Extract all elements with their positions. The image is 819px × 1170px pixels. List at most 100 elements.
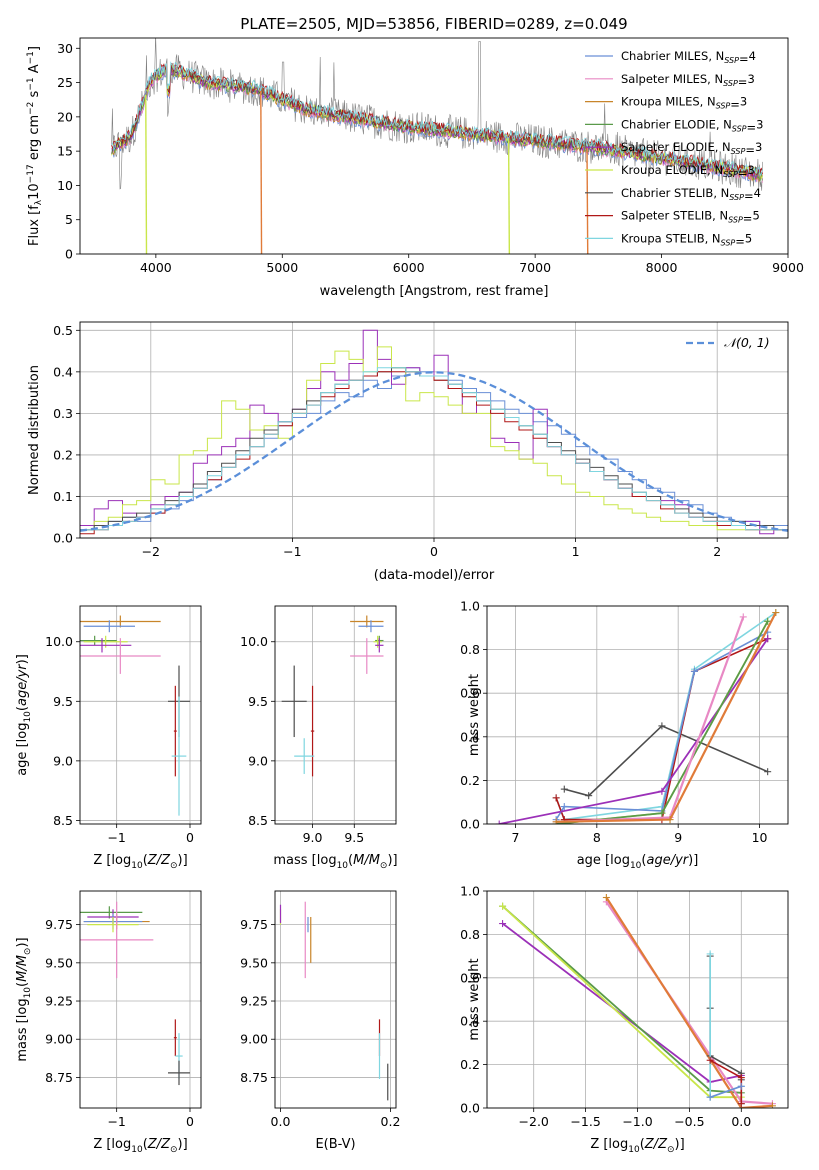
x-tick-label: 0 [186, 830, 194, 845]
y-tick-label: 9.5 [248, 694, 268, 709]
y-tick-label: 8.5 [248, 813, 268, 828]
y-axis-label: mass weight [467, 958, 482, 1040]
y-tick-label: 25 [57, 75, 73, 90]
y-tick-label: 0 [65, 247, 73, 262]
x-tick-label: 6000 [393, 260, 425, 275]
x-tick-label: 0.0 [731, 1114, 751, 1129]
x-tick-label: −2.0 [519, 1114, 549, 1129]
x-tick-label: 0.0 [271, 1114, 291, 1129]
y-tick-label: 0.4 [460, 729, 480, 744]
legend-label: 𝒩(0, 1) [724, 335, 770, 350]
legend-nssp: 3 [747, 163, 754, 177]
axes-frame [274, 890, 397, 1109]
model-spectrum-line [111, 63, 763, 177]
y-axis-label: Flux [fλ10−17 erg cm−2 s−1 A−1] [26, 46, 44, 246]
axes-frame [486, 605, 789, 825]
axes-frame [486, 890, 789, 1109]
legend-nssp: 3 [756, 117, 763, 131]
y-tick-label: 9.00 [240, 1032, 268, 1047]
legend-nssp: 3 [747, 72, 754, 86]
weight-line [564, 724, 769, 797]
x-tick-label: −1 [107, 1114, 125, 1129]
legend-nssp: 4 [749, 49, 756, 63]
y-tick-label: 8.5 [53, 813, 73, 828]
legend-label: Salpeter ELODIE, NSSP=3 [621, 140, 762, 157]
y-tick-label: 0.0 [53, 531, 73, 546]
y-axis-label: mass [log10(M/M⊙)] [15, 937, 33, 1061]
y-tick-label: 5 [65, 212, 73, 227]
y-tick-label: 0.6 [460, 970, 480, 985]
axes-frame [79, 890, 202, 1109]
weight-line [502, 922, 742, 1083]
weight-line [499, 638, 769, 824]
axes-frame [274, 605, 397, 825]
x-tick-label: 8000 [646, 260, 678, 275]
y-tick-label: 9.75 [45, 917, 73, 932]
weight-line [501, 905, 742, 1099]
x-tick-label: 0 [186, 1114, 194, 1129]
x-tick-label: 9.0 [303, 830, 323, 845]
model-spectrum-line [111, 61, 763, 177]
legend-label: Chabrier MILES, NSSP=4 [621, 49, 756, 66]
x-tick-label: −1.0 [622, 1114, 652, 1129]
x-tick-label: 7000 [519, 260, 551, 275]
y-tick-label: 9.0 [53, 753, 73, 768]
x-tick-label: 0.2 [381, 1114, 401, 1129]
age-vs-mass-axes: 9.0 9.5 8.5 9.0 9.5 10.0 mass [log10(M/M⊙)] [240, 605, 398, 871]
axes-frame [79, 605, 202, 825]
legend-label: Salpeter STELIB, NSSP=5 [621, 209, 760, 226]
y-tick-label: 0.1 [53, 489, 73, 504]
mass-vs-Z-plot-area [80, 901, 190, 1086]
y-tick-label: 9.5 [53, 694, 73, 709]
y-tick-label: 0.8 [460, 927, 480, 942]
y-tick-label: 8.75 [45, 1070, 73, 1085]
y-axis-label: age [log10(age/yr)] [15, 654, 33, 776]
y-tick-label: 15 [57, 144, 73, 159]
y-tick-label: 9.00 [45, 1032, 73, 1047]
spectrum-axes: 4000 5000 6000 7000 8000 9000 0 5 10 15 20 25 30 wave… [26, 37, 804, 299]
x-tick-label: 9000 [772, 260, 804, 275]
y-tick-label: 30 [57, 41, 73, 56]
x-axis-label: Z [log10(Z/Z⊙)] [93, 853, 187, 871]
y-tick-label: 9.25 [240, 994, 268, 1009]
y-tick-label: 8.75 [240, 1070, 268, 1085]
x-axis-label: wavelength [Angstrom, rest frame] [320, 284, 549, 299]
residuals-plot-area [80, 329, 788, 535]
y-tick-label: 0.4 [460, 1014, 480, 1029]
y-tick-label: 0.0 [460, 817, 480, 832]
histogram-step-line [80, 346, 788, 531]
y-tick-label: 0.4 [53, 364, 73, 379]
residuals-axes: −2 −1 0 1 2 0.0 0.1 0.2 0.3 0.4 0.5 (data-model)/er… [27, 321, 789, 583]
model-cutoff-line [145, 94, 148, 254]
weight-line [709, 1085, 742, 1098]
x-tick-label: −2 [142, 544, 160, 559]
legend-label: Salpeter MILES, NSSP=3 [621, 72, 755, 89]
x-tick-label: 8 [593, 830, 601, 845]
x-axis-label: Z [log10(Z/Z⊙)] [93, 1137, 187, 1155]
weight-vs-age-plot-area [495, 609, 780, 824]
weight-vs-Z-axes: −2.0 −1.5 −1.0 −0.5 0.0 0.0 0.2 0.4 0.6 0.8 1.0 Z [… [460, 884, 789, 1155]
x-tick-label: 2 [713, 544, 721, 559]
axes-frame [79, 321, 789, 539]
weight-line [605, 896, 773, 1108]
model-cutoff-line [586, 146, 589, 254]
legend-label: Kroupa ELODIE, NSSP=3 [621, 163, 755, 180]
y-tick-label: 0.3 [53, 406, 73, 421]
y-tick-label: 1.0 [460, 599, 480, 614]
age-vs-mass-plot-area [281, 615, 384, 777]
legend-label: Kroupa STELIB, NSSP=5 [621, 231, 752, 248]
y-tick-label: 1.0 [460, 884, 480, 899]
weight-vs-Z-plot-area [499, 894, 776, 1108]
histogram-step-line [80, 367, 788, 531]
legend-nssp: 3 [740, 95, 747, 109]
legend-label: Kroupa MILES, NSSP=3 [621, 95, 747, 112]
x-tick-label: 10 [752, 830, 768, 845]
y-tick-label: 10.0 [240, 634, 268, 649]
age-vs-Z-axes: −1 0 8.5 9.0 9.5 10.0 Z [log10(Z/Z⊙)] age [log1… [15, 605, 202, 871]
x-axis-label: Z [log10(Z/Z⊙)] [590, 1137, 684, 1155]
x-tick-label: 5000 [266, 260, 298, 275]
figure-title: PLATE=2505, MJD=53856, FIBERID=0289, z=0… [240, 15, 627, 33]
legend-nssp: 4 [754, 186, 761, 200]
spectrum-plot-area [111, 38, 763, 254]
x-axis-label: mass [log10(M/M⊙)] [273, 853, 397, 871]
